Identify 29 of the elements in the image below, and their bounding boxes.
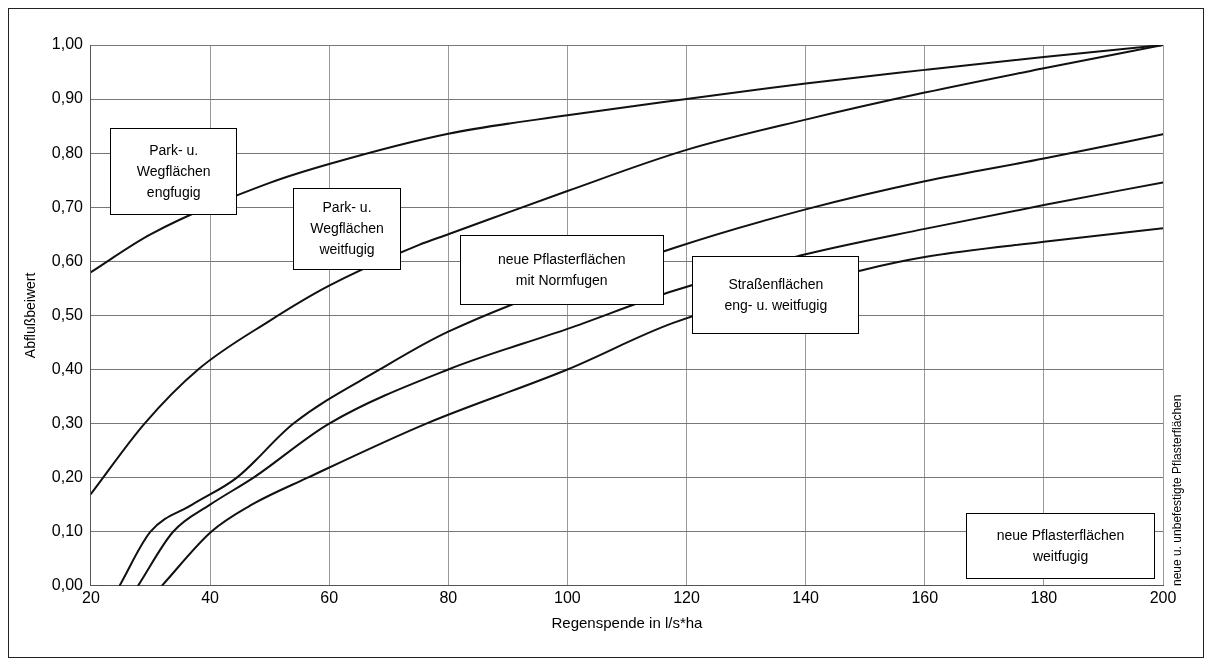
x-tick-label: 20 [82,588,100,606]
x-tick-label: 200 [1149,588,1177,606]
x-tick-label: 80 [439,588,458,606]
y-axis-title: Abflußbeiwert [22,272,39,359]
y-tick-label: 0,90 [51,89,84,107]
y-tick-label: 0,00 [51,576,84,594]
y-tick-label: 1,00 [51,35,84,53]
text-box: Park- u. Wegflächen engfugig [110,128,238,215]
text-box: neue Pflasterflächen mit Normfugen [459,234,664,306]
x-tick-label: 100 [554,588,581,606]
x-tick-label: 180 [1030,588,1058,606]
y-tick-label: 0,30 [51,413,84,431]
y-tick-label: 0,80 [51,143,84,161]
x-tick-label: 60 [320,588,339,606]
text: neue u. unbefestigte Pflasterflächen [1170,394,1184,586]
x-tick-label: 160 [911,588,939,606]
x-tick-label: 140 [792,588,820,606]
y-tick-label: 0,60 [51,251,84,269]
y-tick-label: 0,70 [51,197,84,215]
y-tick-label: 0,20 [51,468,84,486]
text-box: Park- u. Wegflächen weitfugig [292,187,402,270]
y-tick-label: 0,10 [51,522,84,540]
x-tick-label: 120 [673,588,700,606]
y-tick-label: 0,40 [51,359,84,377]
text-box: Straßenflächen eng- u. weitfugig [692,256,860,335]
x-axis-title: Regenspende in l/s*ha [551,614,704,632]
x-tick-label: 40 [201,588,220,606]
y-tick-label: 0,50 [51,305,84,323]
text-box: neue Pflasterflächen weitfugig [966,513,1155,580]
